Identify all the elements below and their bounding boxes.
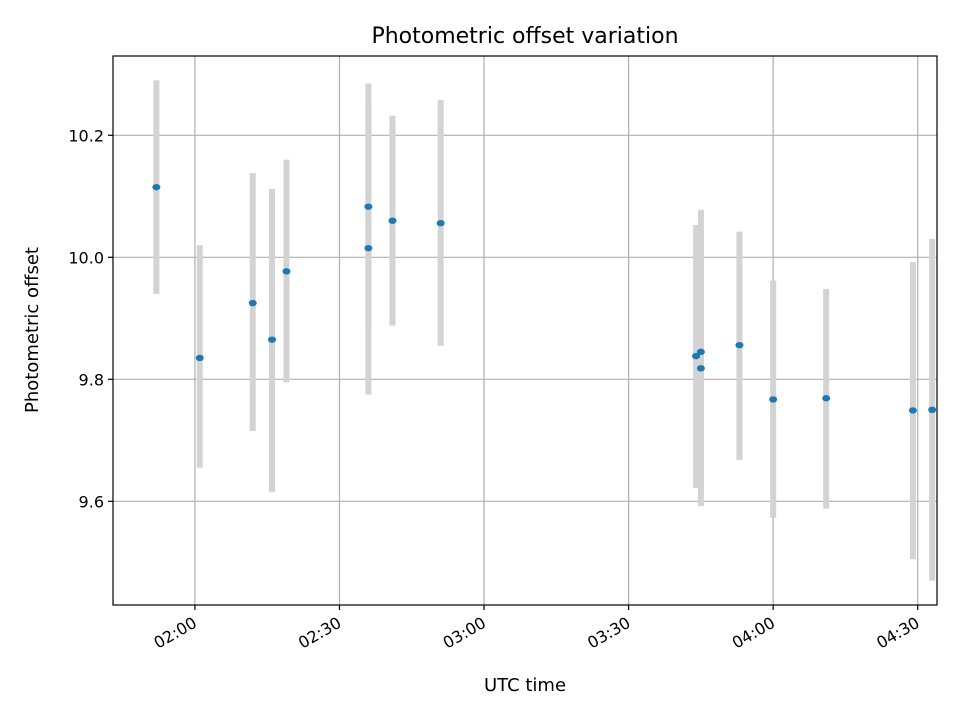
data-point [388,217,397,224]
data-point [696,365,705,372]
plot-frame [112,55,938,606]
data-point [769,396,778,403]
x-axis-label: UTC time [484,675,566,696]
y-tick-label: 10.2 [68,126,104,145]
y-tick-label: 9.8 [79,370,104,389]
y-tick-label: 10.0 [68,248,104,267]
data-point [822,395,831,402]
data-point [282,268,291,275]
data-point [364,244,373,252]
data-point [195,354,204,362]
chart-title: Photometric offset variation [371,24,678,49]
data-point [692,352,701,360]
data-point [152,183,161,191]
y-axis: 9.6 9.8 10.0 10.2 [68,126,113,511]
data-point [364,203,373,210]
data-point [908,407,917,414]
y-tick-label: 9.6 [79,492,104,511]
data-point [735,341,744,349]
data-points [152,183,937,414]
data-point [696,348,705,356]
data-point [436,219,445,227]
data-point [248,299,257,307]
data-point [928,406,937,413]
data-point [268,336,277,343]
y-axis-label: Photometric offset [22,247,43,413]
